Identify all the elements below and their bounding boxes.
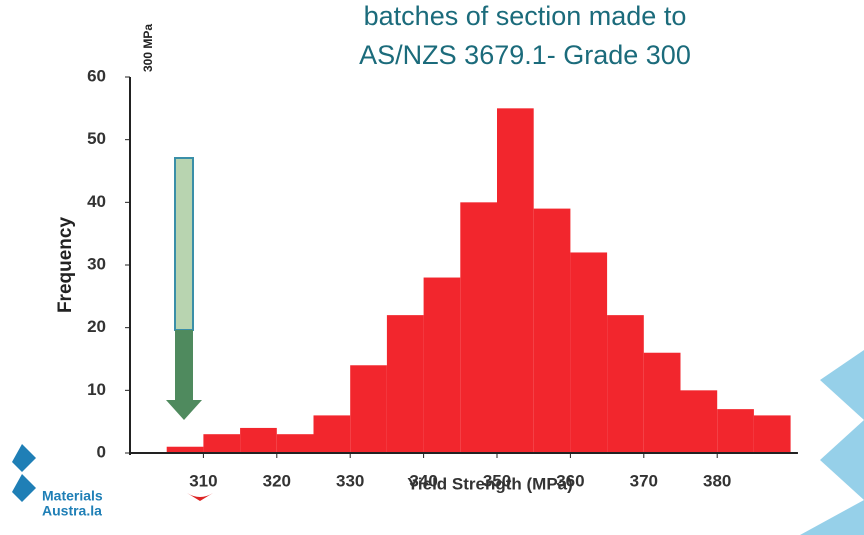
y-tick-label: 60: [87, 66, 106, 85]
bar: [314, 415, 351, 453]
arrow: [166, 158, 202, 420]
bar: [424, 278, 461, 453]
y-tick-label: 30: [87, 254, 106, 273]
bar: [497, 108, 534, 453]
bar: [570, 252, 607, 453]
bar: [681, 390, 718, 453]
bar: [277, 434, 314, 453]
y-axis-label: Frequency: [55, 217, 76, 314]
chart-title: batches of section made to: [364, 1, 687, 31]
x-tick-label: 340: [409, 471, 437, 490]
decoration: [800, 350, 864, 535]
logo-text: Austra.la: [42, 503, 102, 519]
x-tick-label: 320: [263, 471, 291, 490]
bar: [387, 315, 424, 453]
chart-title: AS/NZS 3679.1- Grade 300: [359, 40, 691, 70]
bar: [717, 409, 754, 453]
bar: [607, 315, 644, 453]
y-tick-label: 10: [87, 380, 106, 399]
x-tick-label: 370: [630, 471, 658, 490]
bar: [240, 428, 277, 453]
bar: [460, 202, 497, 453]
y-tick-label: 40: [87, 192, 106, 211]
logo-mark: [187, 493, 213, 501]
x-tick-label: 380: [703, 471, 731, 490]
x-tick-label: 330: [336, 471, 364, 490]
logo: Materials Austra.la: [12, 444, 103, 519]
y-tick-label: 20: [87, 317, 106, 336]
bar: [350, 365, 387, 453]
logo-text: Materials: [42, 488, 103, 504]
x-tick-label: 360: [556, 471, 584, 490]
annotation: 300 MPa: [141, 24, 155, 72]
chart: batches of section made to AS/NZS 3679.1…: [0, 0, 864, 535]
x-tick-label: 350: [483, 471, 511, 490]
x-tick-label: 310: [189, 471, 217, 490]
bar: [203, 434, 240, 453]
bar: [644, 353, 681, 453]
bar: [754, 415, 791, 453]
bar: [534, 209, 571, 453]
y-tick-label: 50: [87, 129, 106, 148]
y-tick-label: 0: [97, 442, 106, 461]
